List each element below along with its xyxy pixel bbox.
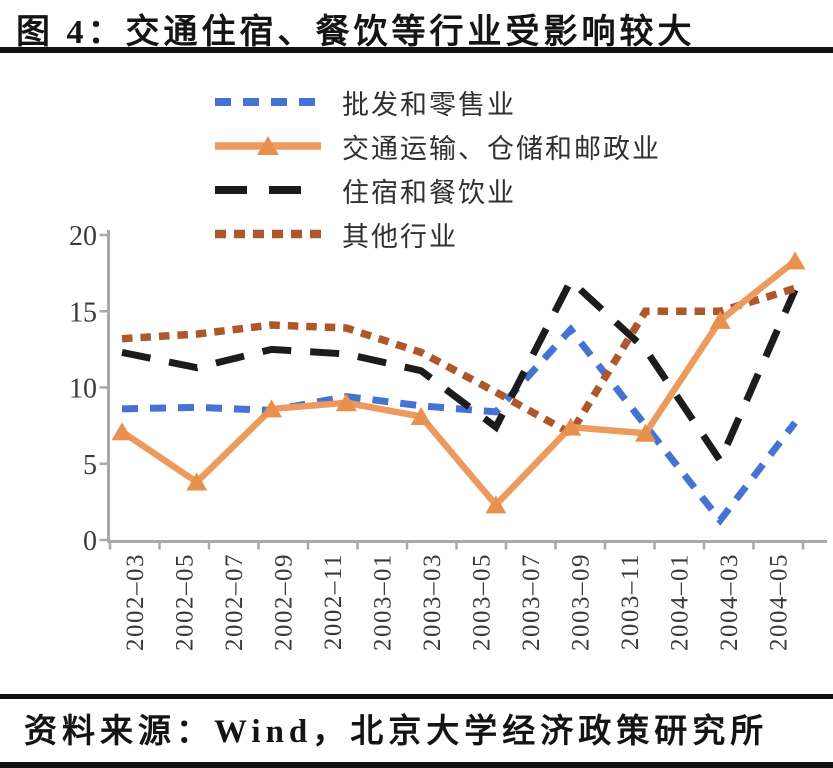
x-tick-label: 2004–05 [765, 553, 792, 651]
y-tick-label: 0 [83, 526, 97, 557]
triangle-marker [111, 422, 133, 441]
x-tick-label: 2002–09 [270, 553, 297, 651]
legend-item: 其他行业 [214, 212, 661, 256]
legend-label: 交通运输、仓储和邮政业 [342, 133, 661, 164]
x-tick-label: 2003–07 [518, 553, 545, 651]
legend-label: 其他行业 [342, 221, 458, 252]
y-tick-label: 10 [69, 374, 97, 405]
legend-item: 批发和零售业 [214, 80, 661, 124]
series-line-1 [120, 258, 798, 510]
triangle-marker [560, 417, 582, 436]
legend-swatch-short-dash-line-icon [215, 229, 321, 239]
x-tick-label: 2002–03 [122, 553, 149, 651]
triangle-marker [335, 393, 357, 412]
legend-swatch-dashed-line-icon [215, 98, 321, 106]
footer-top-rule [0, 694, 833, 699]
x-tick-label: 2003–09 [567, 553, 594, 651]
triangle-marker [709, 310, 731, 329]
triangle-marker [634, 423, 656, 442]
y-tick-label: 5 [83, 450, 97, 481]
title-underline-rule [0, 47, 833, 53]
figure-title: 图 4：交通住宿、餐饮等行业受影响较大 [16, 14, 696, 51]
x-tick-label: 2002–05 [171, 553, 198, 651]
triangle-marker [261, 399, 283, 418]
series-line-0 [121, 324, 798, 526]
series-line-2 [121, 275, 799, 468]
legend-swatch-long-dash-line-icon [215, 186, 321, 194]
x-tick-label: 2003–01 [369, 553, 396, 651]
series-line-3 [121, 284, 797, 439]
triangle-marker [485, 495, 507, 514]
x-tick-label: 2004–03 [716, 553, 743, 651]
triangle-marker [410, 406, 432, 425]
y-tick-label: 20 [69, 221, 97, 252]
x-tick-label: 2004–01 [666, 553, 693, 651]
legend-item: 交通运输、仓储和邮政业 [214, 124, 661, 168]
legend-label: 住宿和餐饮业 [342, 177, 516, 208]
legend-label: 批发和零售业 [342, 89, 516, 120]
page-bottom-rule [0, 762, 833, 768]
x-tick-label: 2003–11 [617, 553, 644, 650]
x-tick-label: 2002–11 [320, 553, 347, 650]
x-tick-label: 2003–05 [468, 553, 495, 651]
y-tick-label: 15 [69, 297, 97, 328]
chart-legend: 批发和零售业交通运输、仓储和邮政业 住宿和餐饮业 其他行业 [214, 80, 661, 256]
x-tick-label: 2003–03 [419, 553, 446, 651]
source-note: 资料来源：Wind，北京大学经济政策研究所 [24, 714, 769, 750]
x-tick-label: 2002–07 [221, 553, 248, 651]
legend-swatch-solid-line-icon [215, 136, 321, 155]
legend-item: 住宿和餐饮业 [214, 168, 661, 212]
triangle-marker [186, 472, 208, 491]
legend-triangle-marker-icon [257, 136, 279, 155]
triangle-marker [784, 251, 806, 270]
